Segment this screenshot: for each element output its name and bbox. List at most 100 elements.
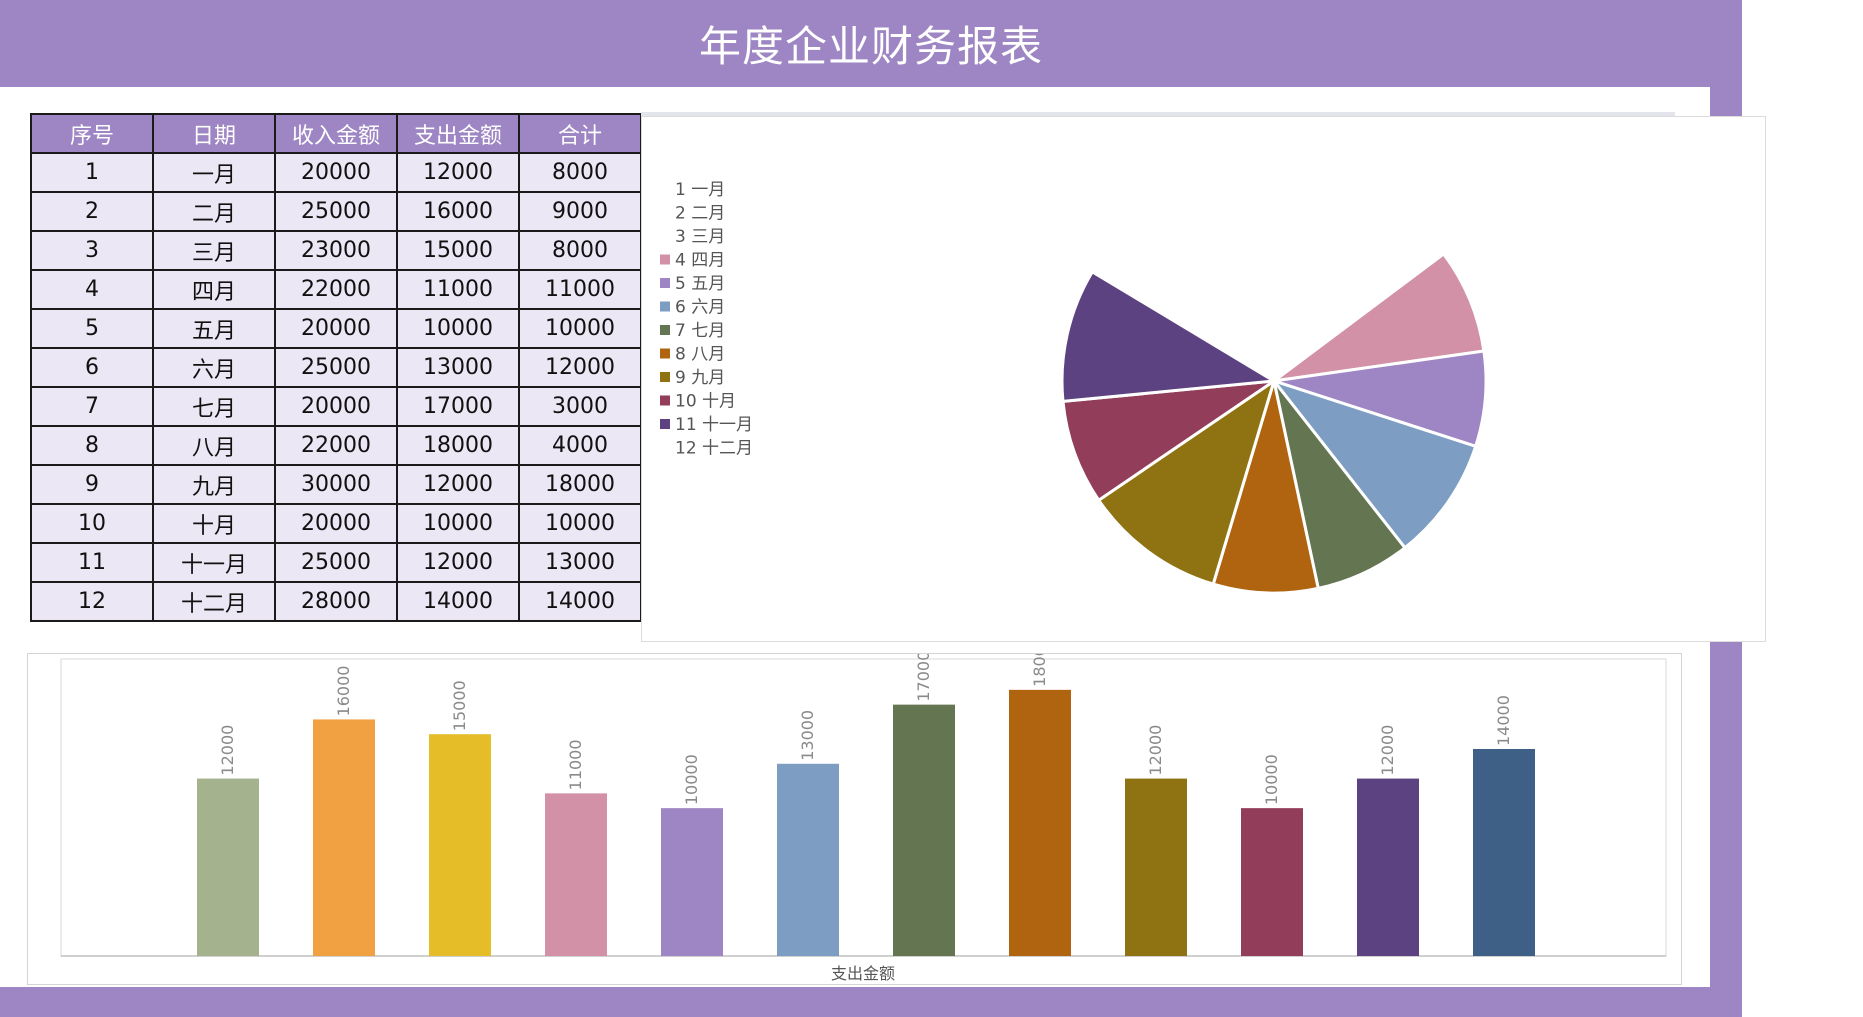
cell-expense[interactable]: 17000 (396, 386, 520, 427)
cell-total[interactable]: 8000 (518, 230, 642, 271)
cell-total[interactable]: 10000 (518, 503, 642, 544)
finance-table-container: 序号 日期 收入金额 支出金额 合计 1 一月 20000 12000 8000 2 二月 2… (30, 113, 642, 622)
table-body: 1 一月 20000 12000 8000 2 二月 25000 16000 9000 3 三月 230… (30, 152, 642, 622)
cell-expense[interactable]: 12000 (396, 152, 520, 193)
pie-legend-label: 5 五月 (675, 274, 725, 294)
cell-total[interactable]: 10000 (518, 308, 642, 349)
cell-date[interactable]: 七月 (152, 386, 276, 427)
bar-data-label: 13000 (798, 710, 817, 761)
cell-expense[interactable]: 12000 (396, 542, 520, 583)
cell-seq[interactable]: 10 (30, 503, 154, 544)
bar (1009, 689, 1071, 956)
bar (1357, 778, 1419, 956)
header-seq[interactable]: 序号 (30, 113, 154, 154)
cell-seq[interactable]: 8 (30, 425, 154, 466)
cell-expense[interactable]: 10000 (396, 503, 520, 544)
bar-data-label: 18000 (1030, 654, 1049, 687)
cell-expense[interactable]: 13000 (396, 347, 520, 388)
table-row: 8 八月 22000 18000 4000 (30, 425, 642, 466)
cell-seq[interactable]: 5 (30, 308, 154, 349)
bar (661, 808, 723, 956)
cell-seq[interactable]: 12 (30, 581, 154, 622)
pie-legend-swatch (660, 395, 670, 406)
cell-expense[interactable]: 18000 (396, 425, 520, 466)
pie-legend-swatch (660, 419, 670, 429)
bar (545, 793, 607, 956)
cell-income[interactable]: 25000 (274, 542, 398, 583)
table-row: 1 一月 20000 12000 8000 (30, 152, 642, 193)
cell-date[interactable]: 一月 (152, 152, 276, 193)
bar-chart-panel[interactable]: 12000 16000 15000 11000 10000 13000 17000 18000… (27, 636, 1682, 985)
cell-expense[interactable]: 14000 (396, 581, 520, 622)
cell-total[interactable]: 18000 (518, 464, 642, 505)
cell-total[interactable]: 12000 (518, 347, 642, 388)
cell-income[interactable]: 30000 (274, 464, 398, 505)
cell-seq[interactable]: 7 (30, 386, 154, 427)
cell-date[interactable]: 四月 (152, 269, 276, 310)
bar-plot-area (60, 658, 1667, 957)
cell-income[interactable]: 20000 (274, 503, 398, 544)
header-total[interactable]: 合计 (518, 113, 642, 154)
pie-legend-label: 6 六月 (675, 298, 725, 318)
cell-income[interactable]: 20000 (274, 152, 398, 193)
bar-data-label: 16000 (334, 666, 353, 717)
table-row: 10 十月 20000 10000 10000 (30, 503, 642, 544)
cell-income[interactable]: 25000 (274, 347, 398, 388)
cell-expense[interactable]: 11000 (396, 269, 520, 310)
cell-seq[interactable]: 2 (30, 191, 154, 232)
cell-date[interactable]: 六月 (152, 347, 276, 388)
cell-total[interactable]: 14000 (518, 581, 642, 622)
bar-data-label: 15000 (450, 680, 469, 731)
cell-total[interactable]: 13000 (518, 542, 642, 583)
cell-date[interactable]: 三月 (152, 230, 276, 271)
pie-legend-label: 4 四月 (675, 251, 725, 271)
pie-legend-label: 9 九月 (675, 368, 725, 388)
pie-slice (1269, 378, 1478, 550)
cell-date[interactable]: 五月 (152, 308, 276, 349)
pie-slice (1060, 269, 1279, 404)
cell-income[interactable]: 22000 (274, 269, 398, 310)
cell-expense[interactable]: 12000 (396, 464, 520, 505)
cell-total[interactable]: 4000 (518, 425, 642, 466)
cell-date[interactable]: 十月 (152, 503, 276, 544)
pie-legend-label: 11 十一月 (675, 415, 753, 435)
cell-date[interactable]: 九月 (152, 464, 276, 505)
cell-date[interactable]: 十二月 (152, 581, 276, 622)
cell-total[interactable]: 11000 (518, 269, 642, 310)
bar-data-label: 12000 (1378, 725, 1397, 776)
cell-income[interactable]: 20000 (274, 308, 398, 349)
table-row: 3 三月 23000 15000 8000 (30, 230, 642, 271)
cell-date[interactable]: 二月 (152, 191, 276, 232)
cell-total[interactable]: 8000 (518, 152, 642, 193)
cell-income[interactable]: 22000 (274, 425, 398, 466)
pie-legend-label: 1 一月 (675, 180, 725, 200)
header-date[interactable]: 日期 (152, 113, 276, 154)
cell-expense[interactable]: 16000 (396, 191, 520, 232)
cell-seq[interactable]: 1 (30, 152, 154, 193)
pie-chart-panel[interactable]: 1 一月 2 二月 3 三月 4 四月 5 五月 6 六月 7 七月 8 八月 9 九月 10 十… (641, 116, 1766, 642)
cell-expense[interactable]: 15000 (396, 230, 520, 271)
cell-date[interactable]: 十一月 (152, 542, 276, 583)
pie-legend-swatch (660, 325, 670, 335)
header-income[interactable]: 收入金额 (274, 113, 398, 154)
cell-date[interactable]: 八月 (152, 425, 276, 466)
cell-seq[interactable]: 4 (30, 269, 154, 310)
cell-expense[interactable]: 10000 (396, 308, 520, 349)
cell-income[interactable]: 28000 (274, 581, 398, 622)
pie-slice (1273, 251, 1486, 383)
cell-seq[interactable]: 3 (30, 230, 154, 271)
pie-legend-swatch (660, 278, 670, 288)
cell-seq[interactable]: 6 (30, 347, 154, 388)
cell-income[interactable]: 20000 (274, 386, 398, 427)
header-expense[interactable]: 支出金额 (396, 113, 520, 154)
cell-income[interactable]: 25000 (274, 191, 398, 232)
cell-income[interactable]: 23000 (274, 230, 398, 271)
pie-legend-label: 2 二月 (675, 204, 725, 224)
cell-seq[interactable]: 11 (30, 542, 154, 583)
cell-total[interactable]: 9000 (518, 191, 642, 232)
cell-seq[interactable]: 9 (30, 464, 154, 505)
pie-legend-swatch (660, 348, 670, 359)
pie-legend-swatch (660, 254, 670, 265)
bar (893, 704, 955, 956)
cell-total[interactable]: 3000 (518, 386, 642, 427)
